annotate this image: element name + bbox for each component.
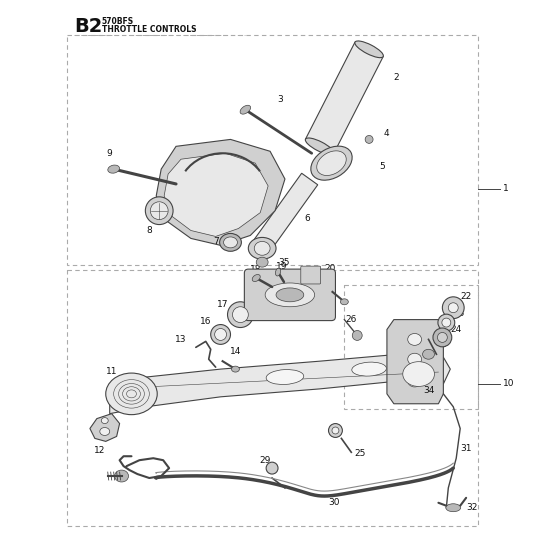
Ellipse shape [108, 165, 119, 173]
Ellipse shape [276, 288, 304, 302]
Ellipse shape [352, 362, 386, 376]
Ellipse shape [305, 138, 334, 155]
Text: 13: 13 [175, 335, 186, 344]
Ellipse shape [100, 427, 110, 436]
Ellipse shape [442, 318, 451, 327]
Ellipse shape [266, 370, 304, 385]
Ellipse shape [240, 105, 251, 114]
Ellipse shape [446, 504, 461, 512]
Ellipse shape [442, 297, 464, 319]
Text: 12: 12 [94, 446, 105, 455]
Ellipse shape [106, 373, 157, 414]
Ellipse shape [408, 375, 422, 387]
Text: 16: 16 [200, 317, 212, 326]
Polygon shape [90, 414, 120, 441]
Bar [67, 35, 478, 265]
Text: 14: 14 [230, 347, 241, 356]
Text: 24: 24 [450, 325, 461, 334]
Text: 30: 30 [329, 498, 340, 507]
Text: 5: 5 [379, 162, 385, 171]
Polygon shape [110, 354, 450, 414]
Ellipse shape [211, 325, 231, 344]
Text: 3: 3 [277, 95, 283, 104]
FancyBboxPatch shape [301, 266, 320, 284]
Ellipse shape [408, 333, 422, 346]
Text: 23: 23 [453, 309, 465, 318]
Polygon shape [164, 153, 268, 236]
Ellipse shape [311, 146, 352, 180]
Text: 34: 34 [423, 386, 434, 395]
Text: 31: 31 [460, 444, 472, 453]
Ellipse shape [352, 330, 362, 340]
Ellipse shape [433, 328, 452, 347]
Ellipse shape [101, 418, 108, 423]
Text: 32: 32 [466, 503, 478, 512]
Ellipse shape [115, 470, 128, 482]
Polygon shape [306, 42, 383, 153]
Text: 4: 4 [384, 129, 390, 138]
Text: 29: 29 [259, 456, 271, 465]
Ellipse shape [437, 333, 447, 342]
Ellipse shape [232, 307, 248, 323]
Ellipse shape [317, 151, 346, 175]
Ellipse shape [438, 314, 455, 331]
Text: 20: 20 [325, 264, 336, 273]
Text: 19: 19 [276, 262, 288, 270]
Ellipse shape [254, 241, 270, 255]
Ellipse shape [403, 362, 435, 386]
Text: 11: 11 [106, 367, 118, 376]
Text: 1: 1 [503, 184, 508, 193]
Text: 33: 33 [253, 286, 264, 295]
Ellipse shape [146, 197, 173, 225]
Text: 10: 10 [503, 380, 514, 389]
Ellipse shape [423, 349, 435, 359]
FancyBboxPatch shape [244, 269, 335, 320]
Ellipse shape [223, 237, 237, 248]
Text: 8: 8 [146, 226, 152, 235]
Ellipse shape [252, 274, 260, 282]
Ellipse shape [265, 283, 315, 307]
Ellipse shape [150, 202, 168, 220]
Ellipse shape [231, 366, 240, 372]
Bar [344, 285, 478, 409]
Text: 17: 17 [217, 300, 228, 309]
Bar [67, 270, 478, 525]
Text: 6: 6 [305, 214, 310, 223]
Ellipse shape [329, 423, 342, 437]
Ellipse shape [355, 41, 384, 58]
Ellipse shape [248, 237, 276, 259]
Ellipse shape [220, 234, 241, 251]
Text: 22: 22 [460, 292, 472, 301]
Text: 9: 9 [107, 149, 113, 158]
Ellipse shape [408, 353, 422, 365]
Text: 25: 25 [354, 449, 366, 458]
Ellipse shape [266, 462, 278, 474]
Polygon shape [387, 320, 444, 404]
Ellipse shape [256, 257, 268, 267]
Polygon shape [254, 173, 318, 251]
Text: 25: 25 [436, 340, 448, 349]
Text: 2: 2 [394, 73, 399, 82]
Ellipse shape [340, 299, 348, 305]
Ellipse shape [276, 268, 281, 276]
Ellipse shape [332, 427, 339, 434]
Text: B2: B2 [74, 17, 102, 36]
Text: 26: 26 [346, 315, 357, 324]
Ellipse shape [365, 136, 373, 143]
Text: THROTTLE CONTROLS: THROTTLE CONTROLS [102, 25, 197, 34]
Polygon shape [156, 139, 285, 245]
Ellipse shape [227, 302, 253, 328]
Text: 35: 35 [278, 258, 290, 267]
Text: 570BFS: 570BFS [102, 17, 134, 26]
Text: 18: 18 [250, 265, 261, 274]
Ellipse shape [449, 303, 458, 312]
Ellipse shape [214, 329, 227, 340]
Text: 7: 7 [213, 237, 218, 246]
